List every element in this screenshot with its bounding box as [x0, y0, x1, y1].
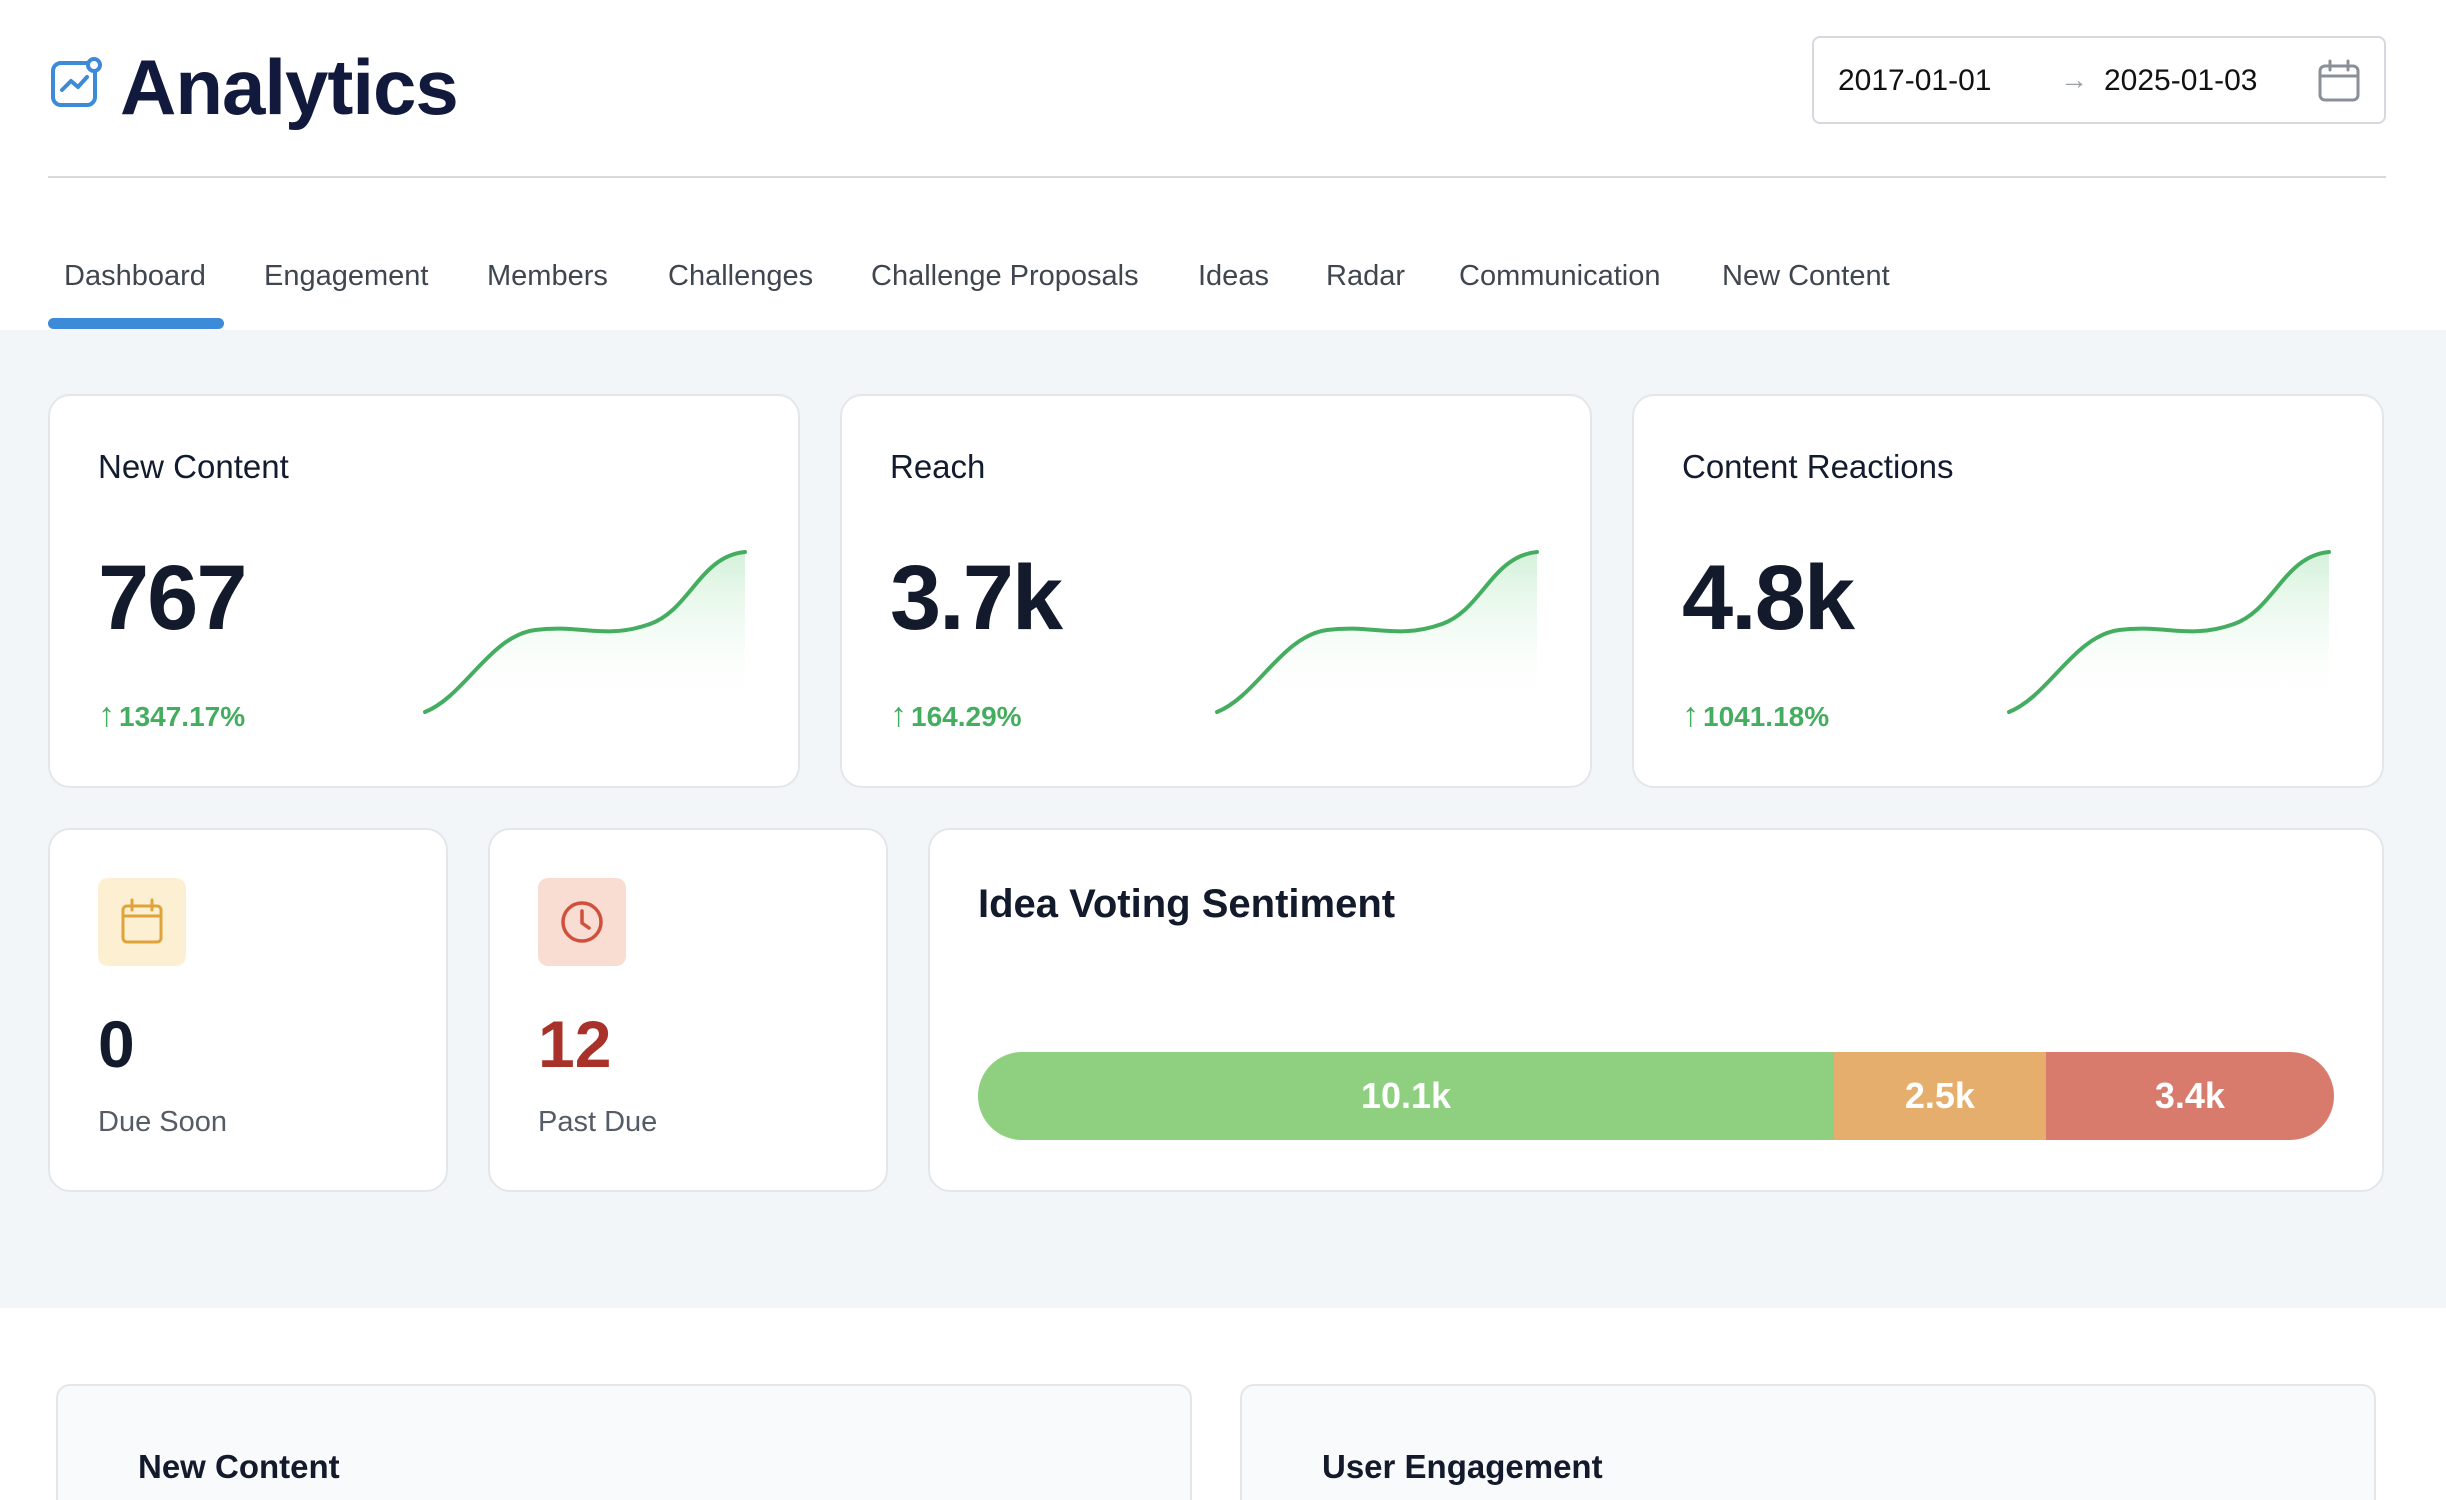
- page-header: Analytics 2017-01-01 → 2025-01-03: [48, 36, 2386, 131]
- analytics-chart-icon: [51, 57, 102, 107]
- stat-card-reach: Reach 3.7k ↑ 164.29%: [840, 394, 1592, 788]
- stat-card-content-reactions: Content Reactions 4.8k ↑ 1041.18%: [1632, 394, 2384, 788]
- sparkline-chart: [423, 550, 747, 714]
- past-due-card: 12 Past Due: [488, 828, 888, 1192]
- stat-card-new-content: New Content 767 ↑ 1347.17%: [48, 394, 800, 788]
- date-start-input[interactable]: 2017-01-01: [1838, 64, 1992, 97]
- due-soon-card: 0 Due Soon: [48, 828, 448, 1192]
- page-title: Analytics: [120, 43, 459, 131]
- sparkline-chart: [2007, 550, 2331, 714]
- header-divider: [48, 176, 2386, 178]
- due-soon-value: 0: [98, 1007, 135, 1081]
- tab-communication[interactable]: Communication: [1459, 260, 1661, 292]
- date-end-input[interactable]: 2025-01-03: [2104, 64, 2258, 97]
- tab-new-content[interactable]: New Content: [1722, 260, 1890, 292]
- user-engagement-chart-card: User Engagement: [1240, 1384, 2376, 1500]
- stat-title: Content Reactions: [1682, 448, 1954, 485]
- sentiment-neutral-label: 2.5k: [1904, 1075, 1975, 1116]
- due-soon-icon-box: [98, 878, 186, 966]
- tab-ideas[interactable]: Ideas: [1198, 260, 1269, 292]
- tab-dashboard[interactable]: Dashboard: [64, 260, 206, 292]
- stat-title: New Content: [98, 448, 289, 485]
- stat-change: ↑ 1347.17%: [98, 696, 246, 734]
- sentiment-bar: 10.1k 2.5k 3.4k: [978, 1052, 2334, 1140]
- stat-change: ↑ 1041.18%: [1682, 696, 1830, 734]
- calendar-icon[interactable]: [2316, 58, 2362, 104]
- past-due-label: Past Due: [538, 1106, 658, 1138]
- sparkline-chart: [1215, 550, 1539, 714]
- sentiment-neutral-segment[interactable]: 2.5k: [1833, 1052, 2046, 1140]
- new-content-chart-card: New Content: [56, 1384, 1192, 1500]
- tab-challenge-proposals[interactable]: Challenge Proposals: [871, 260, 1139, 292]
- stat-value: 767: [98, 547, 247, 649]
- tab-challenges[interactable]: Challenges: [668, 260, 814, 292]
- sentiment-positive-label: 10.1k: [1360, 1075, 1452, 1116]
- arrow-up-icon: ↑: [890, 696, 907, 734]
- tab-radar[interactable]: Radar: [1326, 260, 1405, 292]
- calendar-icon: [121, 898, 163, 944]
- stat-value: 4.8k: [1682, 547, 1855, 649]
- sentiment-negative-segment[interactable]: 3.4k: [2045, 1052, 2334, 1140]
- due-soon-label: Due Soon: [98, 1106, 227, 1138]
- new-content-chart-title: New Content: [138, 1448, 340, 1485]
- stat-title: Reach: [890, 448, 986, 485]
- sentiment-positive-segment[interactable]: 10.1k: [978, 1052, 1834, 1140]
- clock-icon: [561, 901, 603, 943]
- past-due-value: 12: [538, 1007, 612, 1081]
- stat-value: 3.7k: [890, 547, 1063, 649]
- tab-engagement[interactable]: Engagement: [264, 260, 429, 292]
- section-edge: [0, 1260, 2446, 1301]
- arrow-up-icon: ↑: [1682, 696, 1699, 734]
- arrow-up-icon: ↑: [98, 696, 115, 734]
- user-engagement-chart-title: User Engagement: [1322, 1448, 1603, 1485]
- date-range-picker[interactable]: 2017-01-01 → 2025-01-03: [1812, 36, 2386, 124]
- date-range-arrow: →: [2060, 64, 2088, 95]
- sentiment-negative-label: 3.4k: [2154, 1075, 2225, 1116]
- past-due-icon-box: [538, 878, 626, 966]
- sentiment-title: Idea Voting Sentiment: [978, 882, 1396, 926]
- active-tab-indicator: [48, 318, 224, 329]
- tab-members[interactable]: Members: [487, 260, 608, 292]
- idea-voting-sentiment-card: Idea Voting Sentiment 10.1k 2.5k 3.4k: [928, 828, 2384, 1192]
- stat-change: ↑ 164.29%: [890, 696, 1022, 734]
